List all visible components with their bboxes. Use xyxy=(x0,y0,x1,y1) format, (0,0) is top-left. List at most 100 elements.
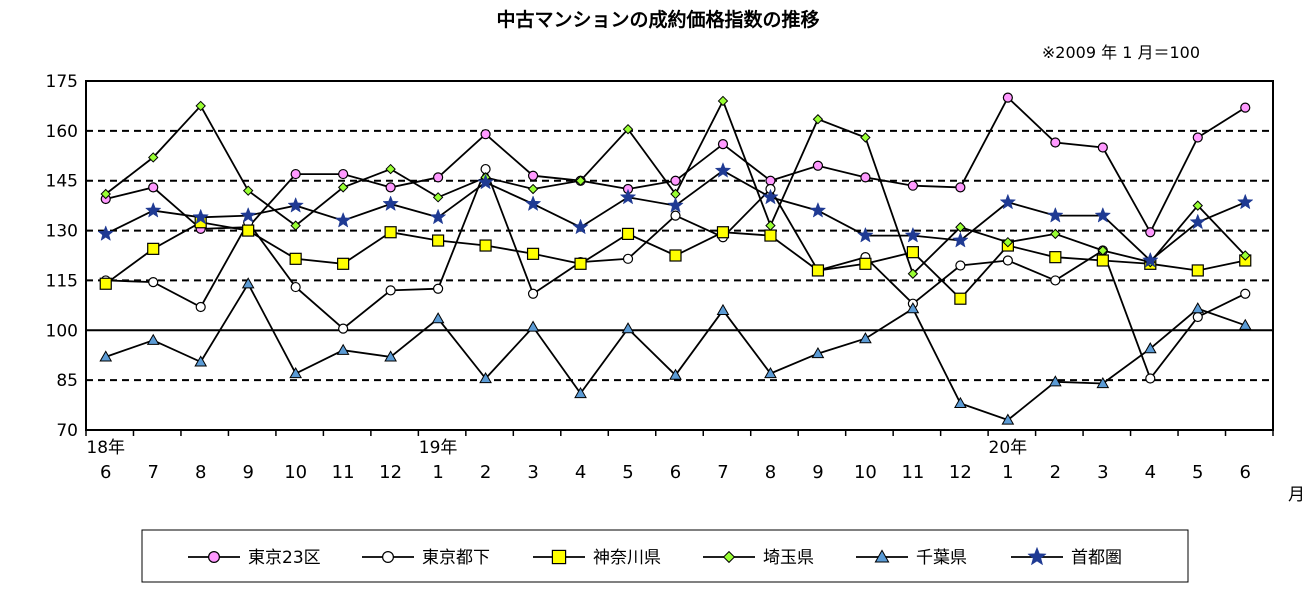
legend-item: 東京23区 xyxy=(188,548,321,568)
data-point xyxy=(334,211,352,228)
data-point xyxy=(338,323,349,334)
x-tick-label: 11 xyxy=(332,462,355,483)
data-point xyxy=(239,206,257,223)
legend-marker xyxy=(1027,546,1047,566)
legend-label: 東京23区 xyxy=(248,548,321,568)
series-5 xyxy=(97,162,1254,268)
data-point xyxy=(619,188,637,205)
data-point xyxy=(144,201,162,218)
data-point xyxy=(1050,228,1061,240)
data-point xyxy=(1001,413,1015,425)
data-point xyxy=(955,182,966,193)
data-point xyxy=(479,371,492,384)
x-tick-label: 4 xyxy=(575,462,586,483)
plot-frame xyxy=(85,80,1274,431)
data-point xyxy=(289,366,303,379)
x-tick-label: 7 xyxy=(717,462,728,483)
year-label: 18年 xyxy=(86,438,125,458)
data-point xyxy=(1192,200,1203,211)
year-label: 20年 xyxy=(989,438,1028,458)
data-point xyxy=(857,226,874,243)
y-tick-label: 160 xyxy=(46,122,78,142)
y-tick-label: 145 xyxy=(46,172,78,192)
legend: 東京23区 東京都下 神奈川県 埼玉県 千葉県 首都圏 xyxy=(188,546,1122,568)
legend-item: 埼玉県 xyxy=(703,548,814,568)
data-point xyxy=(574,257,587,270)
data-point xyxy=(338,168,349,180)
data-point xyxy=(1142,251,1159,268)
data-point xyxy=(670,175,681,186)
legend-label: 首都圏 xyxy=(1071,548,1122,568)
data-point xyxy=(526,320,540,332)
index-base-note: ※2009 年 1 月＝100 xyxy=(1042,43,1200,62)
data-point xyxy=(574,386,587,399)
legend-box xyxy=(141,529,1189,583)
data-point xyxy=(809,201,827,218)
data-point xyxy=(337,182,349,193)
x-tick-label: 6 xyxy=(670,462,681,483)
data-point xyxy=(290,220,301,231)
data-point xyxy=(290,281,301,293)
legend-label: 東京都下 xyxy=(422,548,490,568)
x-tick-label: 9 xyxy=(812,462,823,483)
grid-layer xyxy=(86,80,1273,382)
data-point xyxy=(336,343,350,355)
data-point xyxy=(1192,311,1203,323)
data-point xyxy=(860,172,871,183)
data-point xyxy=(1002,236,1014,248)
legend-item: 千葉県 xyxy=(856,548,967,568)
x-tick-label: 2 xyxy=(1050,462,1061,483)
data-point xyxy=(432,192,444,203)
data-point xyxy=(148,182,159,193)
year-label: 19年 xyxy=(419,438,458,458)
legend-item: 東京都下 xyxy=(362,548,490,568)
x-tick-label: 3 xyxy=(527,462,538,483)
data-point xyxy=(337,257,350,270)
data-point xyxy=(1094,206,1112,223)
data-point xyxy=(194,355,208,367)
data-point xyxy=(907,180,919,191)
data-point xyxy=(1240,102,1251,113)
x-tick-label: 4 xyxy=(1145,462,1156,483)
x-tick-label: 5 xyxy=(622,462,633,483)
data-point xyxy=(526,247,540,260)
data-point xyxy=(385,285,396,296)
data-point xyxy=(290,168,301,180)
data-point xyxy=(287,196,304,213)
data-point xyxy=(524,195,542,212)
data-point xyxy=(1096,254,1109,267)
data-point xyxy=(575,175,586,186)
x-tick-label: 8 xyxy=(765,462,776,483)
data-point xyxy=(433,172,444,183)
data-point xyxy=(1240,250,1251,261)
data-point xyxy=(1192,132,1203,143)
legend-label: 神奈川県 xyxy=(593,548,661,568)
data-point xyxy=(859,257,872,270)
data-point xyxy=(716,303,730,315)
y-tick-label: 100 xyxy=(46,321,78,341)
data-point xyxy=(192,208,209,225)
x-tick-label: 10 xyxy=(854,462,877,483)
data-point xyxy=(906,246,920,259)
data-point xyxy=(859,332,872,344)
data-point xyxy=(1191,264,1204,277)
x-tick-label: 8 xyxy=(195,462,206,483)
y-tick-label: 175 xyxy=(46,72,78,92)
data-point xyxy=(955,260,966,271)
data-point xyxy=(148,152,159,163)
data-point xyxy=(1097,142,1108,153)
data-point xyxy=(572,218,589,235)
x-tick-label: 2 xyxy=(480,462,491,483)
x-tick-label: 1 xyxy=(432,462,443,483)
data-point xyxy=(433,283,444,294)
data-point xyxy=(622,253,634,264)
legend-label: 埼玉県 xyxy=(763,548,814,568)
data-point xyxy=(954,396,967,409)
data-point xyxy=(907,268,919,279)
data-point xyxy=(764,366,777,379)
data-point xyxy=(195,100,206,112)
data-point xyxy=(1096,376,1110,389)
data-point xyxy=(860,132,871,143)
